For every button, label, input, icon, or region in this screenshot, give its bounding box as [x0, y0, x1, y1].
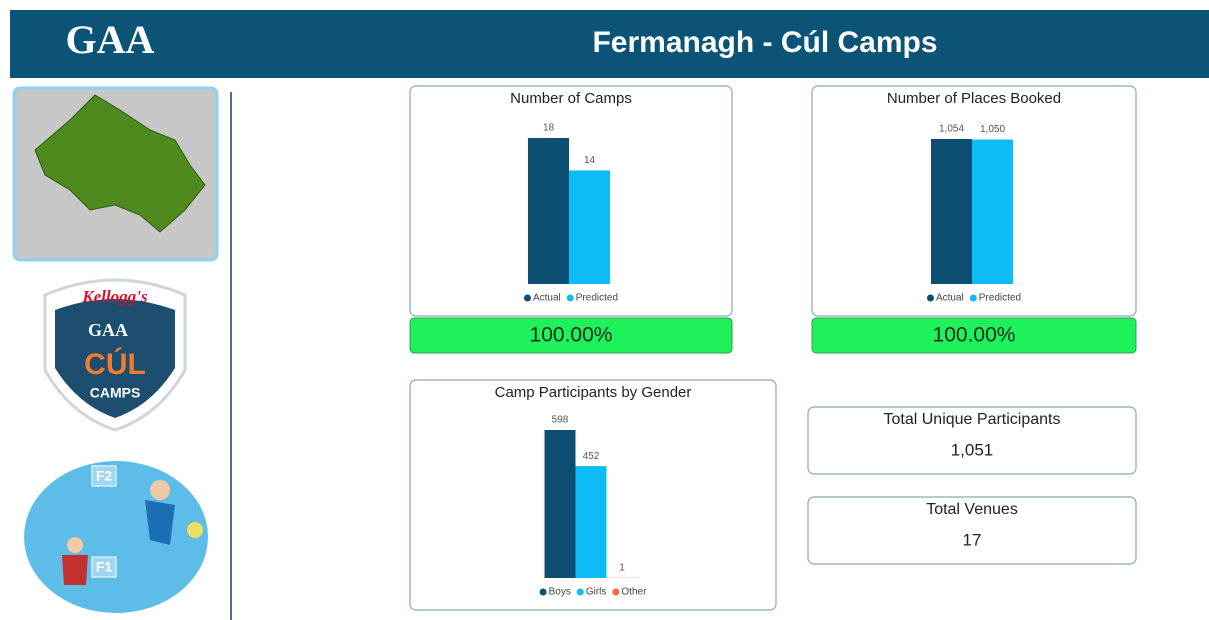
value-label: 1,054 [939, 124, 964, 135]
chart-title: Camp Participants by Gender [495, 384, 692, 401]
legend-label: Actual [533, 293, 561, 304]
bar [544, 430, 576, 578]
bar [528, 138, 569, 284]
value-label: 1 [619, 562, 625, 573]
bar [569, 170, 610, 284]
kpi-card [807, 496, 1137, 565]
kpi-value: 1,051 [951, 440, 994, 459]
badge-logo: GAA [88, 320, 128, 340]
legend-marker [612, 588, 620, 596]
kpi-label: Total Unique Participants [884, 411, 1061, 428]
bar [972, 139, 1013, 284]
badge-shield [55, 299, 175, 418]
poster-tag [91, 556, 117, 578]
value-label: 14 [584, 155, 596, 166]
legend-label: Actual [936, 293, 964, 304]
value-label: 452 [583, 451, 600, 462]
legend-marker [969, 294, 977, 302]
legend-label: Girls [586, 587, 607, 598]
kpi-value: 17 [963, 530, 982, 549]
attainment-bar [409, 317, 733, 354]
poster-top: F2 [96, 468, 113, 484]
chart-title: Number of Places Booked [887, 90, 1061, 107]
legend-marker [926, 294, 934, 302]
player [150, 480, 170, 500]
poster-bottom: F1 [96, 559, 113, 575]
legend-marker [539, 588, 547, 596]
county-shape [34, 94, 206, 233]
attainment-value: 100.00% [530, 324, 613, 347]
attainment-bar [811, 317, 1137, 354]
legend-label: Boys [549, 587, 571, 598]
player [62, 555, 88, 585]
bar [931, 139, 972, 284]
ball [187, 522, 203, 538]
legend-label: Predicted [979, 293, 1021, 304]
legend-marker [576, 588, 584, 596]
legend-label: Predicted [576, 293, 618, 304]
legend-label: Other [621, 587, 647, 598]
badge-brand: Kellogg's [81, 287, 148, 306]
value-label: 598 [552, 415, 569, 426]
poster-tag [91, 465, 117, 487]
kpi-label: Total Venues [926, 501, 1018, 518]
chart-title: Number of Camps [510, 90, 632, 107]
kpi-card [807, 406, 1137, 475]
logo: GAA [66, 17, 155, 62]
badge-sub: CAMPS [90, 385, 141, 401]
player [145, 500, 175, 545]
bar [575, 466, 607, 578]
attainment-value: 100.00% [933, 324, 1016, 347]
legend-marker [566, 294, 574, 302]
badge-name: CÚL [84, 347, 146, 381]
page-title: Fermanagh - Cúl Camps [592, 26, 937, 59]
value-label: 18 [543, 123, 555, 134]
header-bar [10, 10, 1209, 78]
player [67, 537, 83, 553]
value-label: 1,050 [980, 124, 1005, 135]
legend-marker [523, 294, 531, 302]
